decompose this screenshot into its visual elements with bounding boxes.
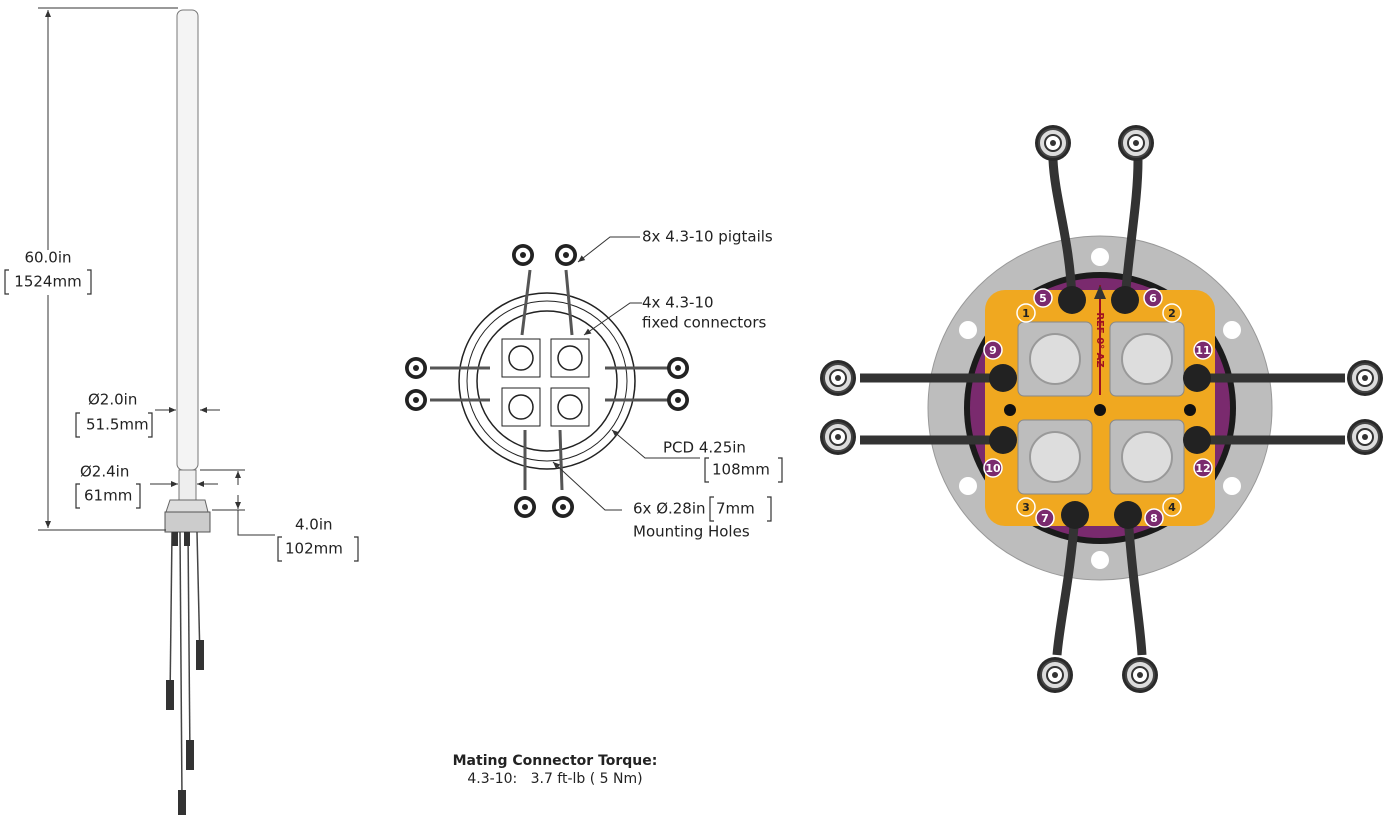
callout: 4x 4.3-10 bbox=[642, 294, 714, 312]
callout: 108mm bbox=[712, 461, 770, 479]
port-label: 11 bbox=[1195, 344, 1210, 357]
dim-text: 61mm bbox=[84, 487, 132, 505]
torque-line: 4.3-10: 3.7 ft-lb ( 5 Nm) bbox=[467, 771, 642, 787]
side-view: 60.0in 1524mm Ø2.0in 51.5mm Ø2.4in 61mm … bbox=[5, 8, 358, 815]
dim-text: 102mm bbox=[285, 540, 343, 558]
dim-text: Ø2.0in bbox=[88, 391, 137, 409]
dim-text: 51.5mm bbox=[86, 416, 149, 434]
port-label: 4 bbox=[1168, 501, 1176, 514]
port-label: 8 bbox=[1150, 512, 1158, 525]
dim-text: 4.0in bbox=[295, 516, 333, 534]
mount bbox=[166, 500, 208, 512]
port-label: 6 bbox=[1149, 292, 1157, 305]
port-label: 5 bbox=[1039, 292, 1047, 305]
radome bbox=[177, 10, 198, 470]
cables bbox=[170, 532, 200, 800]
callout: 6x Ø.28in bbox=[633, 500, 706, 518]
port-label: 10 bbox=[985, 462, 1001, 475]
top-view: 8x 4.3-10 pigtails 4x 4.3-10 fixed conne… bbox=[405, 228, 782, 541]
reference: REF 0° AZ bbox=[1094, 312, 1105, 367]
torque-title: Mating Connector Torque: bbox=[453, 753, 658, 769]
drawing: 60.0in 1524mm Ø2.0in 51.5mm Ø2.4in 61mm … bbox=[0, 0, 1394, 815]
dim-text: 60.0in bbox=[24, 249, 71, 267]
flange bbox=[165, 512, 210, 532]
callout: fixed connectors bbox=[642, 314, 767, 332]
callout: 7mm bbox=[716, 500, 755, 518]
port-label: 7 bbox=[1041, 512, 1049, 525]
callout: Mounting Holes bbox=[633, 523, 750, 541]
callout: PCD 4.25in bbox=[663, 439, 746, 457]
port-label: 9 bbox=[989, 344, 997, 357]
port-label: 2 bbox=[1168, 307, 1176, 320]
dim-text: 1524mm bbox=[14, 273, 81, 291]
base bbox=[179, 470, 196, 500]
port-label: 3 bbox=[1022, 501, 1030, 514]
callout: 8x 4.3-10 pigtails bbox=[642, 228, 773, 246]
port-label: 12 bbox=[1195, 462, 1210, 475]
port-label: 1 bbox=[1022, 307, 1030, 320]
dim-text: Ø2.4in bbox=[80, 463, 129, 481]
